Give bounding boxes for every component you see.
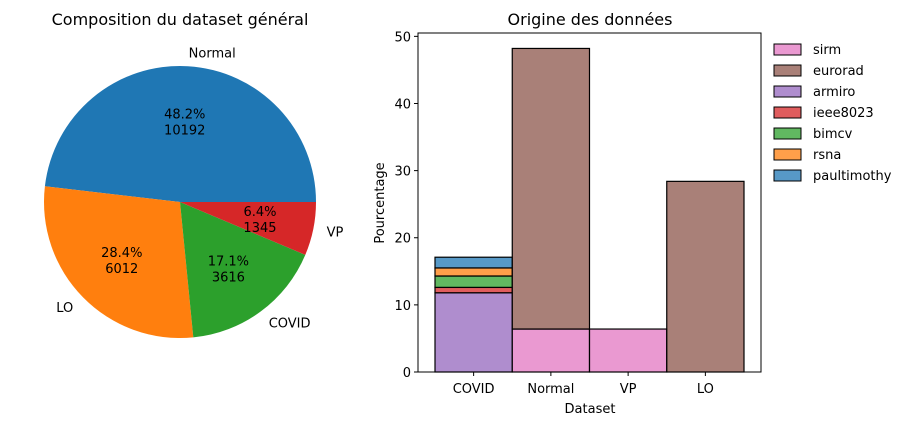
legend-swatch-bimcv (773, 127, 802, 140)
x-tick-label-lo: LO (697, 382, 714, 397)
pie-count-covid: 3616 (212, 271, 245, 286)
y-tick-label-50: 50 (394, 30, 411, 45)
y-tick-label-0: 0 (403, 366, 411, 381)
legend-swatch-ieee8023 (773, 106, 802, 119)
bar-title: Origine des données (508, 10, 673, 29)
x-tick-label-covid: COVID (453, 382, 495, 397)
y-tick-label-40: 40 (394, 97, 411, 112)
pie-percent-covid: 17.1% (208, 255, 249, 270)
bar-covid-paultimothy (434, 256, 513, 269)
y-tick-label-30: 30 (394, 165, 411, 180)
pie-count-lo: 6012 (105, 262, 138, 277)
bar-covid-bimcv (434, 275, 513, 289)
bar-covid-armiro (434, 292, 513, 373)
bar-lo-eurorad (666, 180, 745, 373)
pie-label-normal: Normal (189, 47, 236, 62)
pie-percent-vp: 6.4% (243, 205, 276, 220)
legend-swatch-armiro (773, 85, 802, 98)
y-tick-label-10: 10 (394, 299, 411, 314)
y-axis-label: Pourcentage (373, 162, 388, 243)
legend-label-armiro: armiro (813, 85, 855, 100)
legend-label-sirm: sirm (813, 43, 841, 58)
plot-frame (417, 32, 762, 373)
x-axis-label: Dataset (565, 402, 616, 417)
legend-label-ieee8023: ieee8023 (813, 106, 874, 121)
pie-slice-vp (180, 202, 316, 255)
bar-vp-sirm (588, 328, 668, 373)
bar-normal-eurorad (511, 47, 591, 330)
pie-label-lo: LO (56, 301, 73, 316)
bar-covid-rsna (434, 267, 513, 277)
legend-label-bimcv: bimcv (813, 127, 853, 142)
y-tick-label-20: 20 (394, 232, 411, 247)
legend: sirm eurorad armiro ieee8023 bimcv rsna paulti… (773, 43, 892, 184)
pie-count-vp: 1345 (243, 221, 276, 236)
pie-percent-lo: 28.4% (101, 246, 142, 261)
legend-label-paultimothy: paultimothy (813, 169, 892, 184)
bar-normal-sirm (511, 328, 591, 373)
pie-title: Composition du dataset général (52, 10, 309, 29)
legend-label-rsna: rsna (813, 148, 841, 163)
legend-label-eurorad: eurorad (813, 64, 864, 79)
pie-chart: Composition du dataset général 48.2%1019… (43, 10, 344, 339)
pie-percent-normal: 48.2% (164, 108, 205, 123)
legend-swatch-eurorad (773, 64, 802, 77)
pie-label-vp: VP (327, 226, 344, 241)
x-tick-label-vp: VP (620, 382, 637, 397)
bar-chart: Origine des données 0 10 20 30 40 50 COVID Nor… (373, 10, 892, 417)
pie-slice-covid (180, 202, 306, 338)
pie-label-covid: COVID (269, 316, 311, 331)
legend-swatch-sirm (773, 43, 802, 56)
pie-slice-lo (43, 186, 194, 339)
pie-slice-normal (44, 65, 316, 203)
pie-count-normal: 10192 (164, 124, 205, 139)
x-tick-label-normal: Normal (527, 382, 574, 397)
legend-swatch-paultimothy (773, 169, 802, 182)
legend-swatch-rsna (773, 148, 802, 161)
bar-covid-ieee8023 (434, 286, 513, 294)
